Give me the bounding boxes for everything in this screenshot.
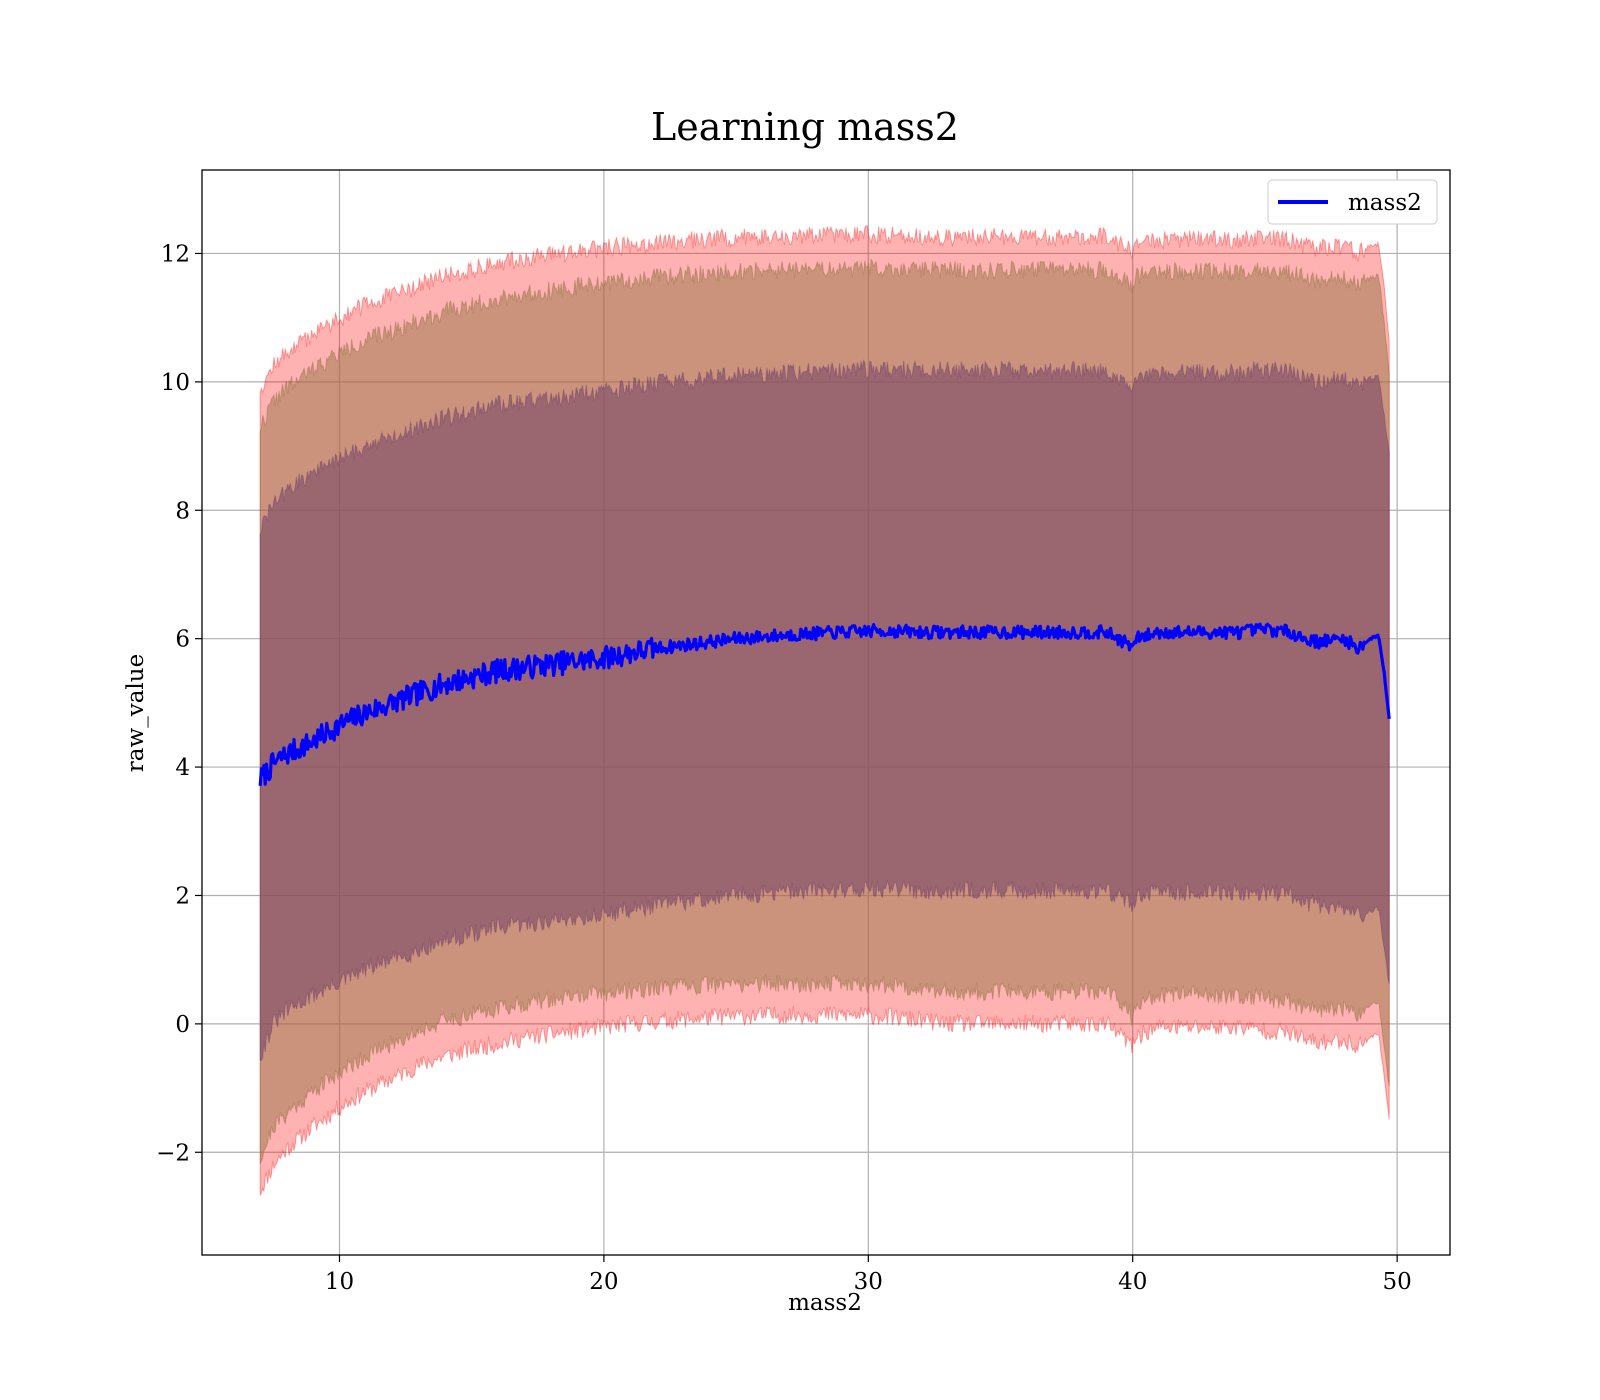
y-tick-label: 12 [161, 241, 190, 267]
y-tick-label: 2 [175, 883, 190, 909]
x-tick-label: 20 [589, 1269, 618, 1295]
x-axis-label: mass2 [788, 1290, 862, 1316]
x-axis: 10 20 30 40 50 [325, 1255, 1412, 1295]
y-axis: −2 0 2 4 6 8 10 12 [156, 241, 202, 1166]
x-tick-label: 40 [1118, 1269, 1147, 1295]
legend: mass2 [1267, 179, 1438, 225]
chart-title: Learning mass2 [651, 105, 959, 149]
plot-area [201, 169, 1451, 1256]
inner-band [259, 359, 1390, 1062]
y-tick-label: 10 [161, 370, 190, 396]
x-tick-label: 10 [325, 1269, 354, 1295]
x-tick-label: 50 [1382, 1269, 1411, 1295]
legend-box [1267, 179, 1438, 225]
y-tick-label: 4 [175, 755, 190, 781]
y-tick-label: −2 [156, 1140, 190, 1166]
legend-label-mass2: mass2 [1348, 190, 1422, 216]
y-tick-label: 8 [175, 498, 190, 524]
y-tick-label: 6 [175, 627, 190, 653]
confidence-bands [259, 225, 1390, 1196]
y-axis-label: raw_value [123, 654, 149, 772]
x-tick-label: 30 [854, 1269, 883, 1295]
y-tick-label: 0 [175, 1012, 190, 1038]
plot-frame [201, 169, 1451, 1256]
series-line-mass2 [258, 622, 1391, 787]
